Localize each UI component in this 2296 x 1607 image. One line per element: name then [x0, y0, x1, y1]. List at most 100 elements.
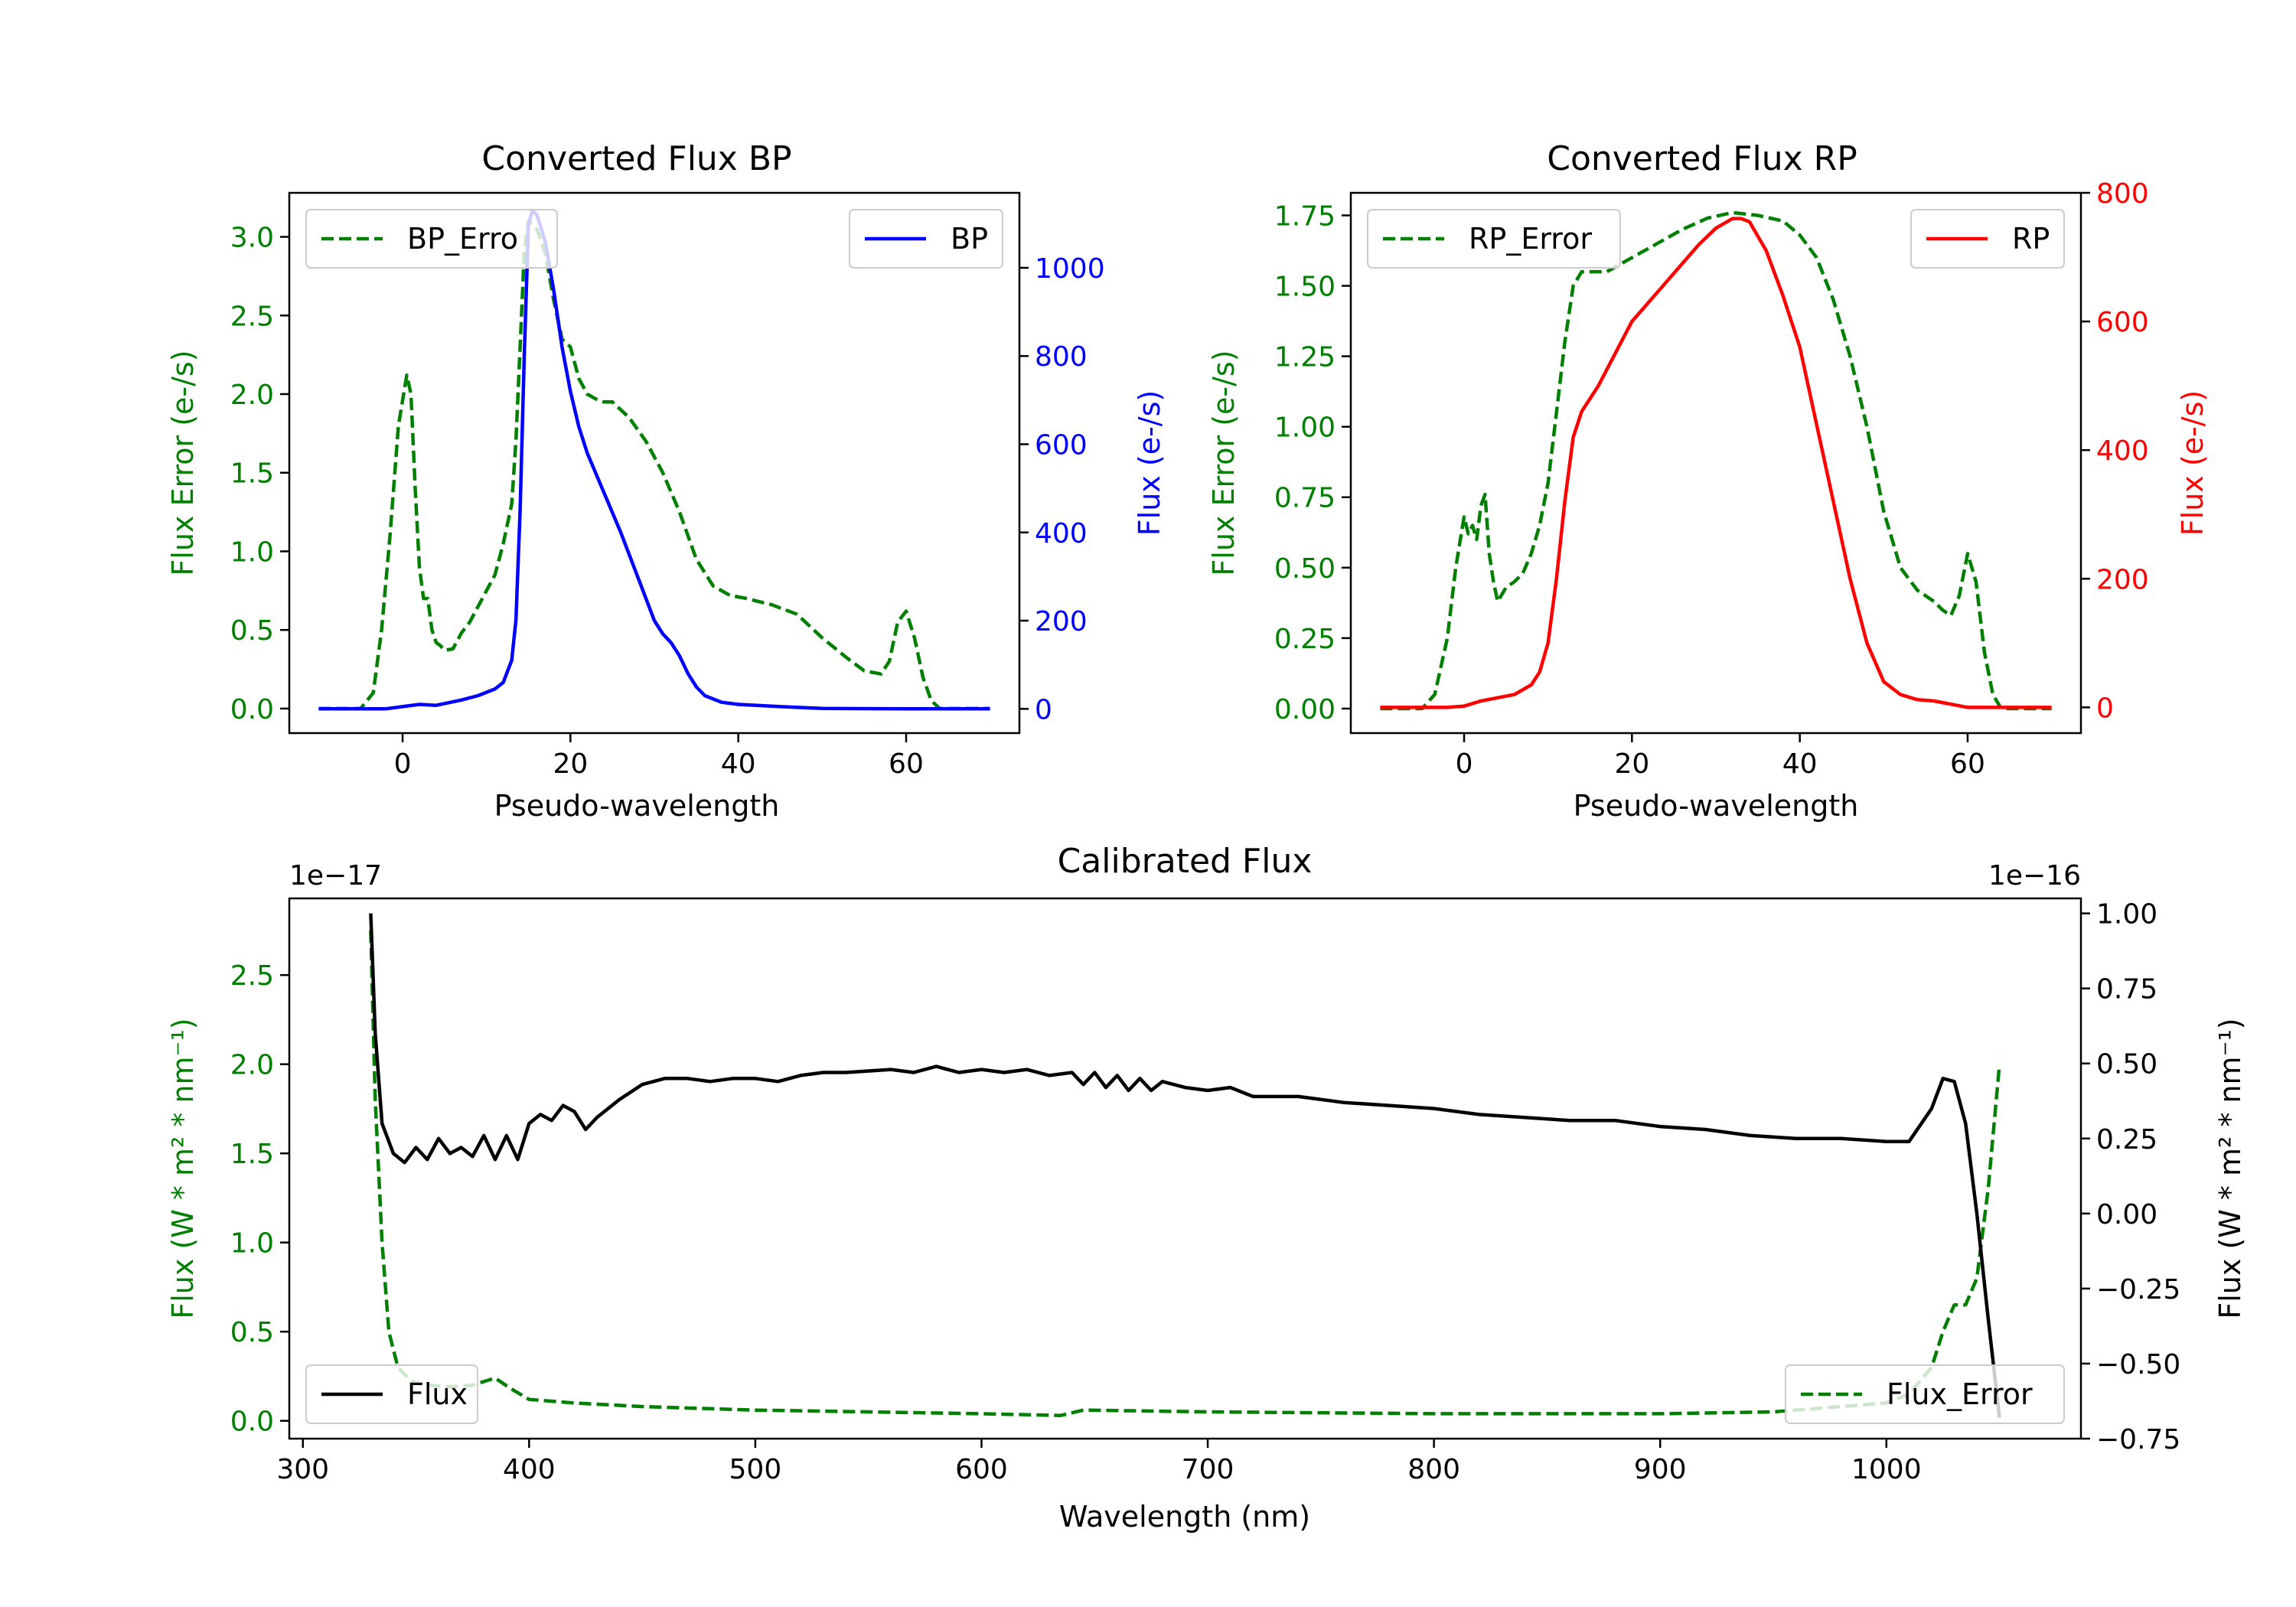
rp-left-y-tick-label: 0.00 [1274, 694, 1336, 725]
rp-subplot: Converted Flux RP 0 20 40 60 0.00 0.25 0.50 0.7… [1207, 139, 2210, 823]
bp-right-y-tick-label: 0 [1035, 694, 1052, 725]
rp-left-y-tick-label: 1.00 [1274, 412, 1336, 444]
rp-series-rp-error [1380, 210, 2052, 711]
calibrated-x-tick-label: 400 [503, 1454, 556, 1485]
bp-right-y-tick-label: 600 [1035, 430, 1088, 461]
calibrated-right-y-tick-label: 0.50 [2096, 1049, 2157, 1081]
calibrated-legend-left: Flux [305, 1364, 478, 1424]
bp-left-y-tick-label: 2.5 [230, 301, 274, 332]
rp-title: Converted Flux RP [1547, 139, 1857, 178]
calibrated-left-y-tick-label: 2.5 [230, 960, 274, 992]
bp-left-y-tick-label: 0.0 [230, 694, 274, 725]
calibrated-right-y-tick-label: 0.25 [2096, 1124, 2157, 1156]
calibrated-x-tick-label: 700 [1182, 1454, 1234, 1485]
rp-right-y-tick-label: 0 [2096, 693, 2114, 724]
calibrated-right-y-tick-label: 1.00 [2096, 899, 2157, 931]
calibrated-subplot: Calibrated Flux 1e−17 1e−16 300 400 500 600… [166, 842, 2247, 1534]
bp-subplot: Converted Flux BP 0 20 40 60 0.0 0.5 1.0 1.5 2.0… [166, 139, 1166, 823]
rp-x-tick-label: 20 [1614, 748, 1649, 780]
bp-legend-left-label: BP_Erro [407, 222, 518, 256]
rp-left-y-tick-label: 0.25 [1274, 624, 1336, 655]
bp-ticks-layer: 0 20 40 60 0.0 0.5 1.0 1.5 2.0 2.5 3.0 0 200 400 600 80… [230, 223, 1105, 780]
rp-ticks-layer: 0 20 40 60 0.00 0.25 0.50 0.75 1.00 1.25 1.50 1.75 0… [1274, 178, 2149, 780]
calibrated-left-y-tick-label: 2.0 [230, 1050, 274, 1081]
rp-left-y-tick-label: 0.75 [1274, 483, 1336, 514]
bp-x-tick-label: 60 [889, 748, 924, 780]
calibrated-title: Calibrated Flux [1058, 842, 1313, 881]
calibrated-right-offset-text: 1e−16 [1988, 860, 2081, 892]
calibrated-left-y-tick-label: 1.5 [230, 1139, 274, 1170]
bp-left-y-tick-label: 3.0 [230, 223, 274, 254]
rp-legend-right: RP [1910, 209, 2065, 269]
bp-series-bp-error [318, 219, 990, 711]
calibrated-left-y-tick-label: 1.0 [230, 1228, 274, 1260]
calibrated-left-y-axis-label: Flux (W * m² * nm⁻¹) [166, 1018, 200, 1319]
calibrated-axes-frame [288, 897, 2082, 1440]
bp-title: Converted Flux BP [481, 139, 791, 178]
calibrated-series-flux [369, 913, 2001, 1418]
calibrated-x-tick-label: 300 [276, 1454, 329, 1485]
bp-x-axis-label: Pseudo-wavelength [494, 789, 780, 823]
calibrated-right-y-tick-label: 0.00 [2096, 1199, 2157, 1231]
calibrated-right-y-tick-label: −0.75 [2096, 1424, 2180, 1455]
rp-x-tick-label: 0 [1456, 748, 1473, 780]
rp-right-y-axis-label: Flux (e-/s) [2176, 390, 2210, 536]
rp-right-y-tick-label: 600 [2096, 307, 2149, 338]
calibrated-left-offset-text: 1e−17 [289, 860, 382, 892]
bp-series-bp [318, 208, 990, 711]
bp-legend-left: BP_Erro [305, 209, 558, 269]
bp-right-y-tick-label: 800 [1035, 341, 1088, 373]
rp-x-tick-label: 40 [1782, 748, 1818, 780]
bp-left-y-axis-label: Flux Error (e-/s) [166, 350, 200, 575]
calibrated-x-tick-label: 500 [729, 1454, 782, 1485]
calibrated-legend-left-label: Flux [407, 1377, 468, 1411]
calibrated-right-y-tick-label: 0.75 [2096, 974, 2157, 1006]
bp-axes-frame [288, 191, 1021, 735]
rp-left-y-axis-label: Flux Error (e-/s) [1207, 350, 1241, 575]
rp-right-y-tick-label: 200 [2096, 564, 2149, 595]
calibrated-legend-right-box [1785, 1364, 2065, 1424]
rp-right-y-tick-label: 400 [2096, 435, 2149, 467]
calibrated-left-y-tick-label: 0.0 [230, 1407, 274, 1438]
bp-left-y-tick-label: 2.0 [230, 380, 274, 411]
bp-right-y-tick-label: 200 [1035, 606, 1088, 637]
rp-legend-left-label: RP_Error [1469, 222, 1592, 256]
bp-x-tick-label: 0 [394, 748, 412, 780]
rp-x-axis-label: Pseudo-wavelength [1574, 789, 1859, 823]
rp-legend-left: RP_Error [1367, 209, 1621, 269]
calibrated-legend-right-label: Flux_Error [1887, 1377, 2033, 1411]
rp-legend-right-label: RP [2012, 222, 2050, 256]
rp-left-y-tick-label: 1.25 [1274, 342, 1336, 373]
calibrated-x-axis-label: Wavelength (nm) [1059, 1500, 1310, 1534]
calibrated-x-tick-label: 900 [1634, 1454, 1687, 1485]
calibrated-right-y-tick-label: −0.25 [2096, 1274, 2180, 1305]
bp-legend-left-box [305, 209, 558, 269]
calibrated-x-tick-label: 600 [955, 1454, 1008, 1485]
calibrated-left-y-tick-label: 0.5 [230, 1317, 274, 1348]
bp-right-y-tick-label: 1000 [1035, 253, 1105, 285]
calibrated-right-y-axis-label: Flux (W * m² * nm⁻¹) [2213, 1018, 2247, 1319]
bp-legend-right-label: BP [951, 222, 988, 256]
calibrated-x-tick-label: 1000 [1851, 1454, 1922, 1485]
rp-legend-left-box [1367, 209, 1621, 269]
bp-left-y-tick-label: 1.0 [230, 536, 274, 568]
calibrated-x-tick-label: 800 [1407, 1454, 1460, 1485]
bp-legend-right: BP [849, 209, 1003, 269]
bp-left-y-tick-label: 0.5 [230, 615, 274, 647]
rp-right-y-tick-label: 800 [2096, 178, 2149, 210]
calibrated-ticks-layer: 300 400 500 600 700 800 900 1000 0.0 0.5 1.0 1.5 2.0… [230, 899, 2181, 1485]
rp-left-y-tick-label: 1.75 [1274, 200, 1336, 232]
rp-axes-frame [1349, 191, 2082, 735]
bp-x-tick-label: 40 [721, 748, 756, 780]
bp-right-y-tick-label: 400 [1035, 518, 1088, 549]
rp-left-y-tick-label: 1.50 [1274, 272, 1336, 303]
rp-series-layer [1380, 210, 2052, 711]
bp-right-y-axis-label: Flux (e-/s) [1133, 390, 1166, 536]
bp-left-y-tick-label: 1.5 [230, 458, 274, 490]
rp-x-tick-label: 60 [1950, 748, 1985, 780]
rp-series-rp [1380, 217, 2052, 709]
calibrated-legend-right: Flux_Error [1785, 1364, 2065, 1424]
calibrated-legend-left-box [305, 1364, 478, 1424]
rp-left-y-tick-label: 0.50 [1274, 553, 1336, 585]
